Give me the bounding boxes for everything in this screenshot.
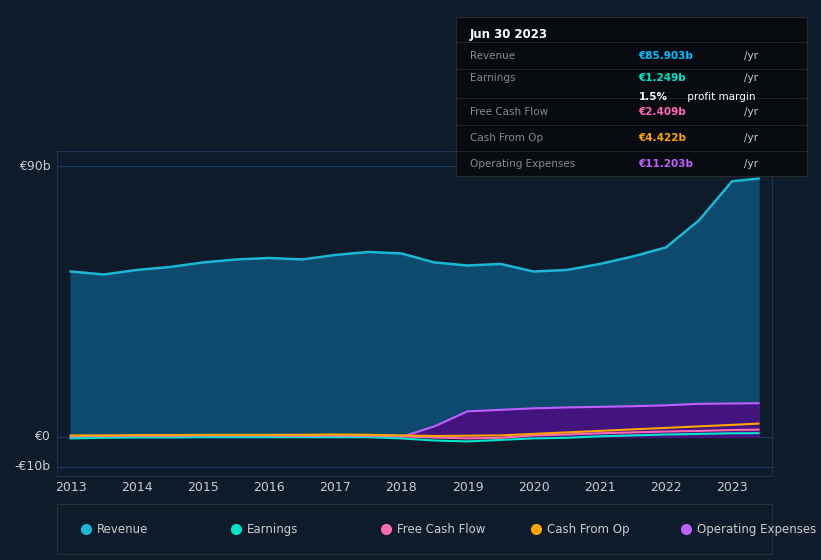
Text: Free Cash Flow: Free Cash Flow <box>470 107 548 117</box>
Text: Operating Expenses: Operating Expenses <box>470 158 575 169</box>
Text: /yr: /yr <box>744 51 758 61</box>
Text: Revenue: Revenue <box>470 51 515 61</box>
Text: Cash From Op: Cash From Op <box>547 522 629 536</box>
Text: /yr: /yr <box>744 158 758 169</box>
Text: €90b: €90b <box>19 160 50 172</box>
Text: €85.903b: €85.903b <box>639 51 693 61</box>
Text: Operating Expenses: Operating Expenses <box>697 522 816 536</box>
Text: Jun 30 2023: Jun 30 2023 <box>470 28 548 41</box>
Text: /yr: /yr <box>744 133 758 143</box>
Text: €2.409b: €2.409b <box>639 107 686 117</box>
Text: 1.5%: 1.5% <box>639 92 667 102</box>
Text: €4.422b: €4.422b <box>639 133 686 143</box>
Text: Cash From Op: Cash From Op <box>470 133 543 143</box>
Text: Revenue: Revenue <box>97 522 148 536</box>
Text: Earnings: Earnings <box>247 522 298 536</box>
Text: /yr: /yr <box>744 73 758 83</box>
Text: €1.249b: €1.249b <box>639 73 686 83</box>
Text: Free Cash Flow: Free Cash Flow <box>397 522 485 536</box>
Text: Earnings: Earnings <box>470 73 516 83</box>
Text: profit margin: profit margin <box>684 92 755 102</box>
Text: /yr: /yr <box>744 107 758 117</box>
Text: -€10b: -€10b <box>14 460 50 473</box>
Text: €11.203b: €11.203b <box>639 158 694 169</box>
Text: €0: €0 <box>34 431 50 444</box>
